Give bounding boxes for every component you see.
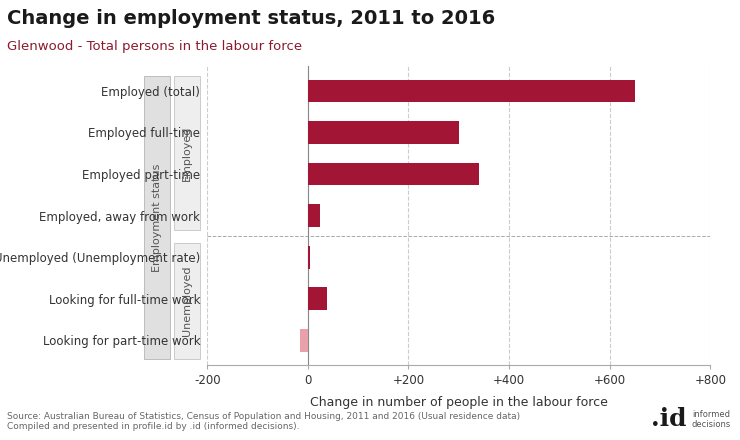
Bar [300,329,308,352]
Text: Source: Australian Bureau of Statistics, Census of Population and Housing, 2011 : Source: Australian Bureau of Statistics,… [7,412,520,431]
Text: Change in employment status, 2011 to 2016: Change in employment status, 2011 to 201… [7,9,496,28]
Bar [308,163,479,186]
Text: Glenwood - Total persons in the labour force: Glenwood - Total persons in the labour f… [7,40,303,53]
Text: Employed: Employed [182,125,192,181]
Text: Unemployed: Unemployed [182,265,192,336]
Bar [308,80,635,103]
Bar [308,246,310,268]
Bar [308,287,327,310]
Text: informed
decisions: informed decisions [692,410,731,429]
Bar [308,204,320,227]
Text: Employment status: Employment status [152,164,162,272]
Text: .id: .id [651,407,687,431]
Bar [308,121,459,144]
X-axis label: Change in number of people in the labour force: Change in number of people in the labour… [310,396,608,409]
